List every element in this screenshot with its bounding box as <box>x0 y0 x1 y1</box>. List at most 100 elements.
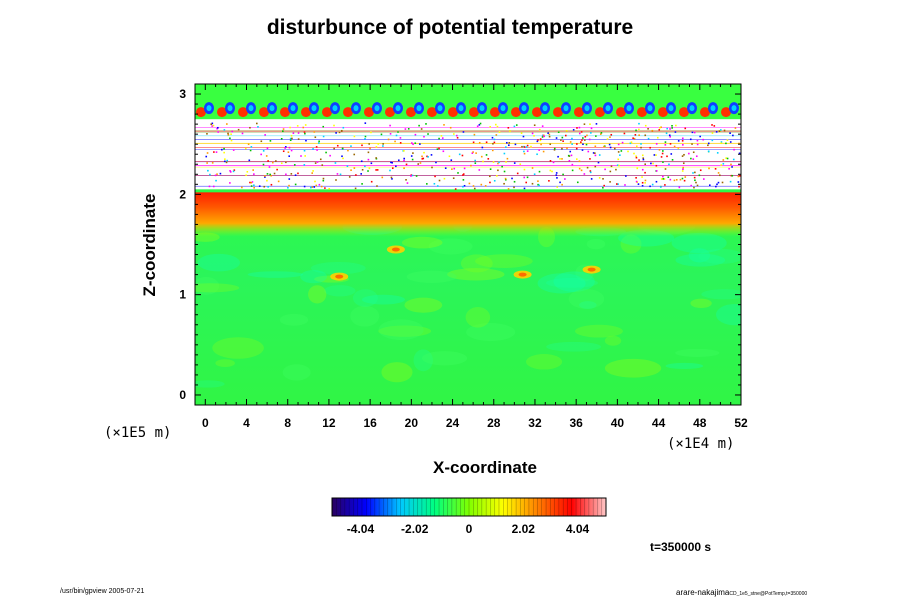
noise-speck <box>482 160 484 163</box>
x-tick-label: 24 <box>446 416 460 430</box>
noise-speck <box>694 171 696 174</box>
noise-speck <box>720 141 723 143</box>
noise-speck <box>230 133 232 136</box>
wave-warm-cell <box>427 107 437 118</box>
noise-speck <box>266 179 268 182</box>
noise-speck <box>260 153 262 156</box>
wave-warm-cell <box>511 107 521 118</box>
noise-speck <box>305 139 307 142</box>
noise-speck <box>211 122 214 125</box>
noise-speck <box>336 144 339 147</box>
noise-speck <box>291 137 293 140</box>
noise-speck <box>290 149 293 152</box>
noise-speck <box>581 139 583 141</box>
noise-speck <box>719 129 722 131</box>
y-tick-label: 0 <box>179 388 186 402</box>
field-patch <box>197 253 241 272</box>
noise-speck <box>644 179 647 182</box>
noise-speck <box>282 130 284 133</box>
noise-speck <box>206 162 208 164</box>
noise-speck <box>673 145 676 148</box>
noise-speck <box>216 127 218 130</box>
field-patch <box>324 285 356 297</box>
noise-speck <box>294 183 297 186</box>
noise-speck <box>716 152 719 154</box>
noise-speck <box>497 169 499 172</box>
noise-speck <box>548 133 551 136</box>
noise-speck <box>265 155 268 157</box>
field-patch <box>422 351 468 366</box>
noise-speck <box>711 124 713 126</box>
noise-speck <box>642 158 645 161</box>
wave-warm-cell <box>616 107 626 118</box>
noise-speck <box>715 131 718 133</box>
colorbar-tick-label: 2.02 <box>512 522 536 536</box>
noise-speck <box>472 185 475 187</box>
noise-speck <box>541 125 544 127</box>
noise-speck <box>609 170 612 173</box>
noise-speck <box>561 136 564 139</box>
noise-speck <box>589 171 592 174</box>
noise-speck <box>561 158 563 160</box>
noise-speck <box>282 128 285 130</box>
noise-speck <box>452 177 455 180</box>
field-patch <box>215 359 235 367</box>
wave-warm-cell <box>532 107 542 118</box>
noise-speck <box>285 173 287 176</box>
noise-speck <box>562 140 564 142</box>
noise-speck <box>594 145 597 148</box>
noise-speck <box>468 182 471 185</box>
noise-speck <box>250 146 253 148</box>
noisy-layer <box>195 119 741 190</box>
noise-speck <box>364 138 366 140</box>
noise-speck <box>561 147 563 150</box>
wave-cold-core <box>395 105 401 112</box>
noise-speck <box>489 125 492 128</box>
wave-warm-cell <box>385 107 395 118</box>
noise-speck <box>662 150 664 152</box>
noise-speck <box>635 180 638 183</box>
noise-speck <box>493 179 496 182</box>
noise-speck <box>543 135 545 138</box>
noise-speck <box>458 153 461 156</box>
noise-speck <box>426 183 428 185</box>
field-patch <box>308 285 327 304</box>
noise-speck <box>297 172 299 175</box>
noise-speck <box>217 126 219 129</box>
warm-blob-core <box>587 267 596 272</box>
noise-speck <box>718 130 721 132</box>
wave-cold-core <box>290 105 296 112</box>
noise-speck <box>732 158 735 161</box>
field-patch <box>546 277 598 288</box>
noise-speck <box>658 149 661 151</box>
noise-speck <box>289 137 292 140</box>
noise-speck <box>315 146 318 148</box>
noise-speck <box>253 184 255 187</box>
noise-speck <box>641 181 644 184</box>
noise-speck <box>405 163 408 166</box>
noise-speck <box>489 168 492 170</box>
noise-speck <box>288 146 291 149</box>
noise-speck <box>637 183 640 185</box>
noise-speck <box>729 132 731 135</box>
noise-speck <box>617 143 620 146</box>
noise-speck <box>249 181 251 184</box>
noise-speck <box>513 125 516 128</box>
noise-speck <box>678 186 681 189</box>
field-patch <box>698 248 741 264</box>
noise-speck <box>411 158 414 161</box>
noise-speck <box>682 144 684 146</box>
noise-speck <box>526 150 529 152</box>
noise-speck <box>567 154 570 157</box>
noise-speck <box>492 161 495 163</box>
noise-speck <box>644 124 647 127</box>
colorbar-tick-label: 0 <box>466 522 473 536</box>
noise-speck <box>549 160 552 162</box>
noise-speck <box>644 182 646 184</box>
noise-speck <box>738 185 740 188</box>
noise-speck <box>376 185 378 187</box>
noise-speck <box>406 182 409 184</box>
noise-speck <box>684 176 687 178</box>
noise-speck <box>341 147 344 150</box>
noise-speck <box>492 142 494 145</box>
